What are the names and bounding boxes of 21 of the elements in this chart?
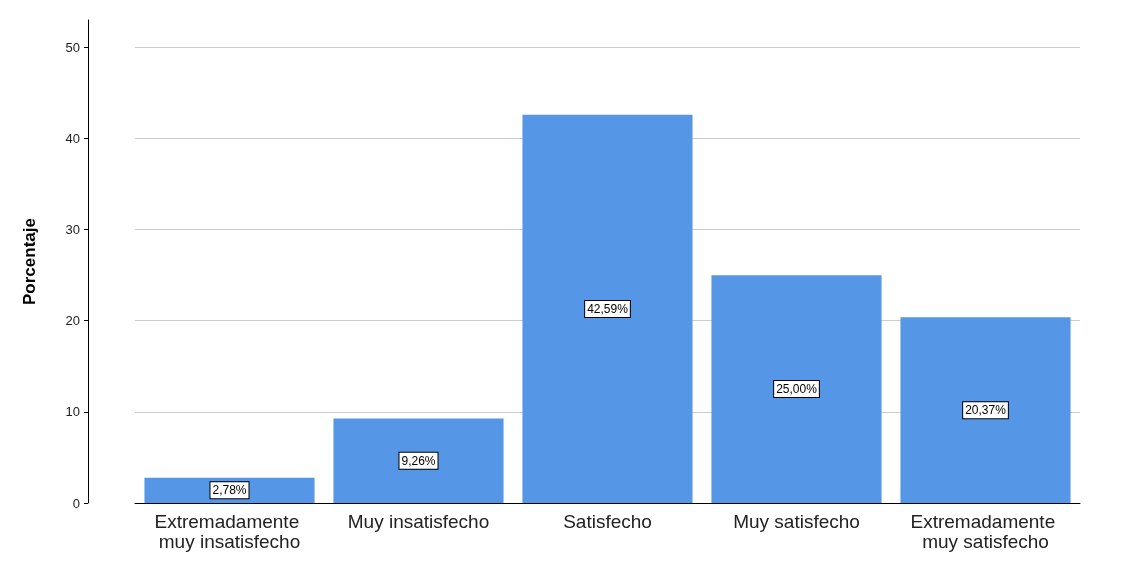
x-tick-label: Extremadamente muy insatisfecho <box>154 510 305 552</box>
y-tick-label: 0 <box>72 495 80 511</box>
data-label: 42,59% <box>587 301 629 316</box>
data-label: 9,26% <box>401 453 436 468</box>
bar <box>711 275 882 503</box>
x-tick-label: Satisfecho <box>563 510 652 532</box>
x-tick-label: Muy insatisfecho <box>347 510 490 532</box>
y-tick-label: 10 <box>65 404 80 420</box>
x-tick-label: Muy satisfecho <box>733 510 860 532</box>
x-tick-label: Extremadamente muy satisfecho <box>910 510 1061 552</box>
data-label: 25,00% <box>776 382 818 397</box>
bar <box>522 114 693 503</box>
bar <box>333 418 504 503</box>
y-tick-label: 40 <box>65 130 80 146</box>
y-tick-label: 30 <box>65 222 80 238</box>
y-axis-title: Porcentaje <box>20 218 39 305</box>
data-label: 20,37% <box>965 403 1007 418</box>
y-tick-label: 20 <box>65 313 80 329</box>
y-tick-label: 50 <box>65 39 80 55</box>
bar <box>900 317 1071 503</box>
data-label: 2,78% <box>212 483 247 498</box>
